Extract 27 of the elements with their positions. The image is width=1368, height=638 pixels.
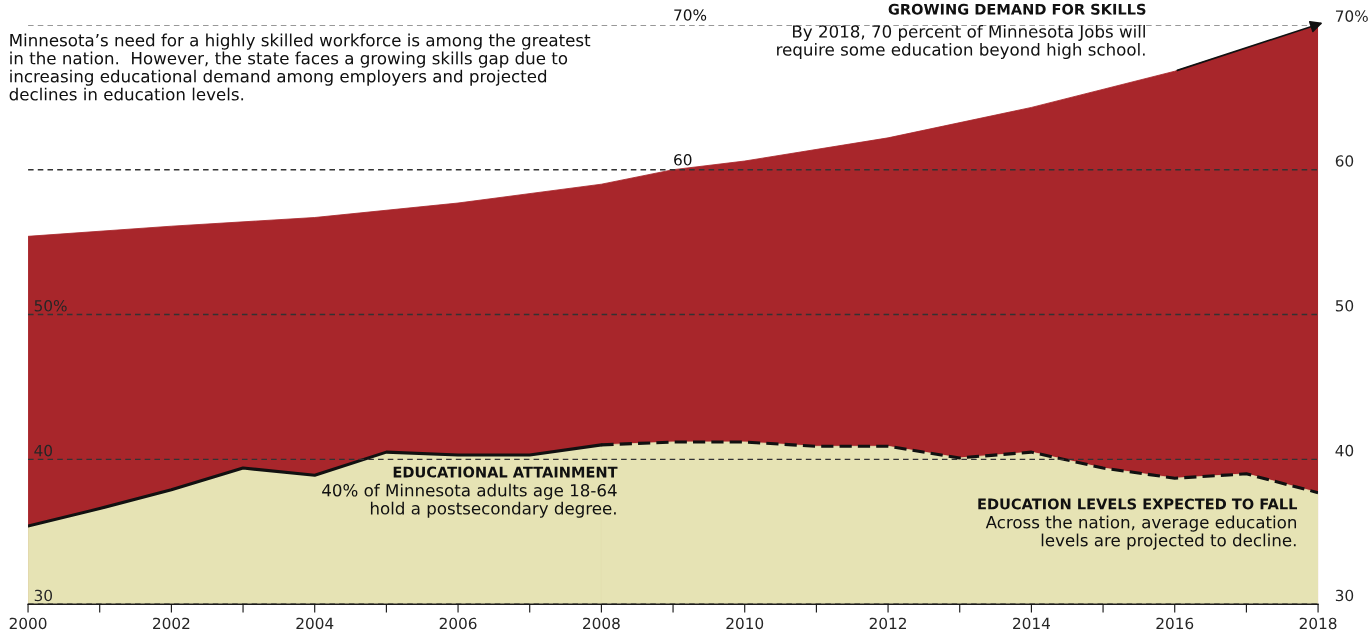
y2-tick-label: 40 [1335,444,1354,457]
text: 70% [674,9,707,21]
x-tick-label: 2018 [1299,617,1337,630]
x-tick-label: 2010 [726,617,764,630]
x-tick-label: 2006 [439,617,477,630]
y2-tick-label: 70% [1335,10,1368,22]
annotation: EDUCATION LEVELS EXPECTED TO FALL [978,498,1298,510]
x-tick-label: 2002 [153,617,190,630]
x-tick-label: 2008 [583,617,620,630]
y2-tick-label: 50 [1335,300,1354,312]
y2-tick-label: 60 [1335,155,1354,167]
x-tick-label: 2004 [296,617,334,630]
x-tick-label: 2012 [869,617,906,630]
text: GROWING DEMAND FOR SKILLS [888,3,1146,15]
x-tick-label: 2000 [9,617,47,630]
annotation: Across the nation, average education levels are projected to decline. [985,515,1297,550]
y-tick-label: 50% [34,300,67,312]
x-tick-label: 2016 [1156,617,1194,630]
x-tick-label: 2014 [1013,617,1050,630]
annotation: 40% of Minnesota adults age 18-64 hold a postsecondary degree. [322,483,617,518]
y-tick-label: 40 [34,444,53,457]
annotation: 60 [674,154,692,166]
y-tick-label: 30 [34,589,53,602]
annotation: Minnesota’s need for a highly skilled workforce is among the greatest in the nation. However, the state faces a growing skills gap due to increasing educational demand among employers and projected declines in education levels. [9,33,591,101]
y2-tick-label: 30 [1335,589,1354,602]
annotation: By 2018, 70 percent of Minnesota Jobs will require some education beyond high school. [777,24,1145,60]
annotation: EDUCATIONAL ATTAINMENT [393,466,618,478]
